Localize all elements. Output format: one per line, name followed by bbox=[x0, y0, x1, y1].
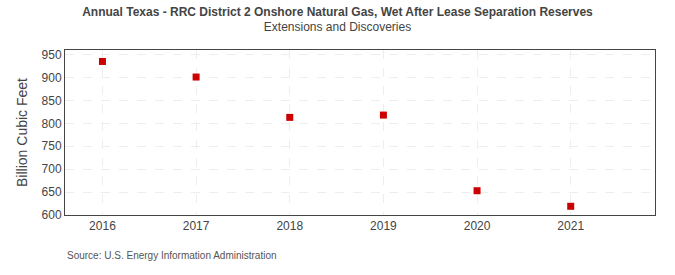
svg-text:2016: 2016 bbox=[89, 219, 116, 233]
svg-text:2019: 2019 bbox=[370, 219, 397, 233]
svg-text:950: 950 bbox=[42, 48, 62, 62]
svg-text:800: 800 bbox=[42, 117, 62, 131]
svg-text:2020: 2020 bbox=[464, 219, 491, 233]
svg-text:2017: 2017 bbox=[183, 219, 210, 233]
svg-text:650: 650 bbox=[42, 185, 62, 199]
svg-text:2021: 2021 bbox=[557, 219, 584, 233]
svg-text:600: 600 bbox=[42, 208, 62, 222]
svg-text:700: 700 bbox=[42, 162, 62, 176]
svg-text:Annual Texas - RRC District 2: Annual Texas - RRC District 2 Onshore Na… bbox=[82, 5, 593, 35]
svg-text:2018: 2018 bbox=[276, 219, 303, 233]
svg-text:850: 850 bbox=[42, 94, 62, 108]
svg-text:Source: U.S. Energy Informatio: Source: U.S. Energy Information Administ… bbox=[67, 250, 277, 261]
svg-text:750: 750 bbox=[42, 139, 62, 153]
svg-text:Billion Cubic Feet: Billion Cubic Feet bbox=[14, 78, 30, 187]
svg-text:900: 900 bbox=[42, 71, 62, 85]
